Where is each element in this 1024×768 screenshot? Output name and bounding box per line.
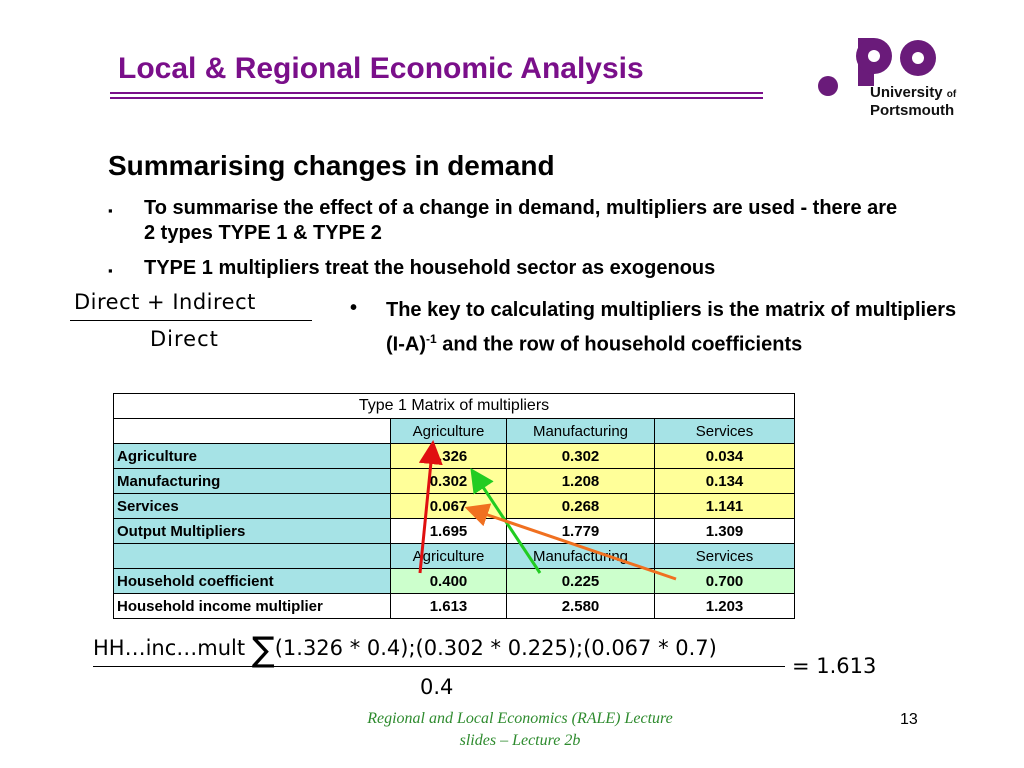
table-corner-cell	[113, 418, 391, 444]
table-caption-row: Type 1 Matrix of multipliers	[112, 393, 796, 419]
table-row: Services 0.067 0.268 1.141	[113, 493, 796, 519]
bullet-text: To summarise the effect of a change in d…	[144, 197, 898, 244]
sigma-icon: ∑	[251, 630, 275, 670]
equation-result: = 1.613	[792, 654, 877, 678]
row-label: Services	[113, 493, 391, 519]
column-header: Manufacturing	[506, 418, 655, 444]
table-row: Manufacturing 0.302 1.208 0.134	[113, 468, 796, 494]
table-header-row: Agriculture Manufacturing Services	[113, 418, 796, 444]
table-caption: Type 1 Matrix of multipliers	[112, 393, 796, 419]
table-cell: 1.141	[653, 493, 796, 519]
bullet-text: TYPE 1 multipliers treat the household s…	[144, 257, 716, 279]
bullet-square-icon: ▪	[108, 203, 113, 218]
page-number: 13	[900, 711, 918, 728]
equation-lhs: HH…inc…mult	[93, 636, 246, 660]
row-label: Manufacturing	[113, 468, 391, 494]
table-row: Household coefficient 0.400 0.225 0.700	[113, 568, 796, 594]
footer-caption: Regional and Local Economics (RALE) Lect…	[367, 710, 673, 749]
bullet-dot-icon: •	[350, 297, 358, 319]
column-header: Manufacturing	[506, 543, 655, 569]
table-cell: 1.309	[653, 518, 796, 544]
table-cell: 0.134	[653, 468, 796, 494]
equation-fraction-bar	[93, 666, 785, 667]
table-cell: 2.580	[506, 593, 655, 619]
column-header: Agriculture	[390, 418, 507, 444]
formula-numerator: Direct + Indirect	[74, 290, 256, 314]
table-cell: 1.203	[653, 593, 796, 619]
slide-title: Local & Regional Economic Analysis	[118, 52, 644, 85]
row-label: Household coefficient	[113, 568, 391, 594]
formula-denominator: Direct	[150, 327, 219, 351]
table-cell: 0.225	[506, 568, 655, 594]
university-logo-icon	[818, 38, 936, 96]
row-label: Household income multiplier	[113, 593, 391, 619]
multiplier-table: Type 1 Matrix of multipliers Agriculture…	[112, 393, 796, 619]
title-rule-bottom	[110, 97, 763, 99]
equation-denominator: 0.4	[420, 675, 454, 699]
column-header: Agriculture	[390, 543, 507, 569]
section-heading: Summarising changes in demand	[108, 150, 555, 181]
table-row: Agriculture 1.326 0.302 0.034	[113, 443, 796, 469]
table-cell: 0.034	[653, 443, 796, 469]
table-cell: 0.400	[390, 568, 507, 594]
table-cell: 1.613	[390, 593, 507, 619]
equation-numerator: HH…inc…mult ∑(1.326 * 0.4);(0.302 * 0.22…	[93, 630, 717, 670]
table-header-row: Agriculture Manufacturing Services	[113, 543, 796, 569]
table-cell: 0.302	[390, 468, 507, 494]
table-cell: 0.700	[653, 568, 796, 594]
formula-fraction-bar	[70, 320, 312, 321]
table-cell: 0.067	[390, 493, 507, 519]
equation-terms: (1.326 * 0.4);(0.302 * 0.225);(0.067 * 0…	[274, 636, 717, 660]
column-header: Services	[653, 543, 796, 569]
table-row: Household income multiplier 1.613 2.580 …	[113, 593, 796, 619]
table-cell: 0.268	[506, 493, 655, 519]
row-label: Output Multipliers	[113, 518, 391, 544]
table-cell: 1.326	[390, 443, 507, 469]
table-row: Output Multipliers 1.695 1.779 1.309	[113, 518, 796, 544]
row-label: Agriculture	[113, 443, 391, 469]
title-rule-top	[110, 92, 763, 94]
table-cell: 0.302	[506, 443, 655, 469]
table-cell: 1.695	[390, 518, 507, 544]
column-header: Services	[653, 418, 796, 444]
bullet-square-icon: ▪	[108, 263, 113, 278]
table-cell: 1.208	[506, 468, 655, 494]
table-cell: 1.779	[506, 518, 655, 544]
university-logo-text: University of Portsmouth	[870, 84, 957, 119]
table-corner-cell	[113, 543, 391, 569]
bullet-item-3: The key to calculating multipliers is th…	[386, 299, 957, 356]
